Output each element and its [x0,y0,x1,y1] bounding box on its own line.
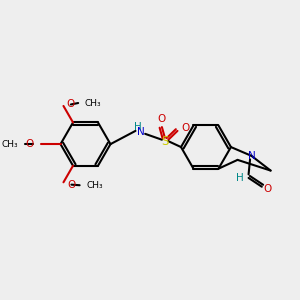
Text: O: O [158,114,166,124]
Text: H: H [236,173,244,183]
Text: H: H [134,122,141,132]
Text: N: N [248,151,255,161]
Text: O: O [25,139,33,149]
Text: CH₃: CH₃ [2,140,19,148]
Text: O: O [181,123,190,133]
Text: O: O [264,184,272,194]
Text: CH₃: CH₃ [85,98,101,107]
Text: O: O [67,180,76,190]
Text: CH₃: CH₃ [86,181,103,190]
Text: N: N [137,128,145,137]
Text: O: O [67,100,75,110]
Text: S: S [161,135,169,148]
